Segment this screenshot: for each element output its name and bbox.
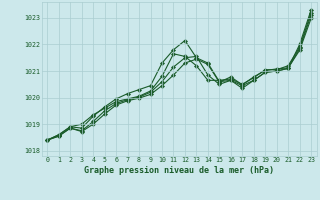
X-axis label: Graphe pression niveau de la mer (hPa): Graphe pression niveau de la mer (hPa) [84,166,274,175]
